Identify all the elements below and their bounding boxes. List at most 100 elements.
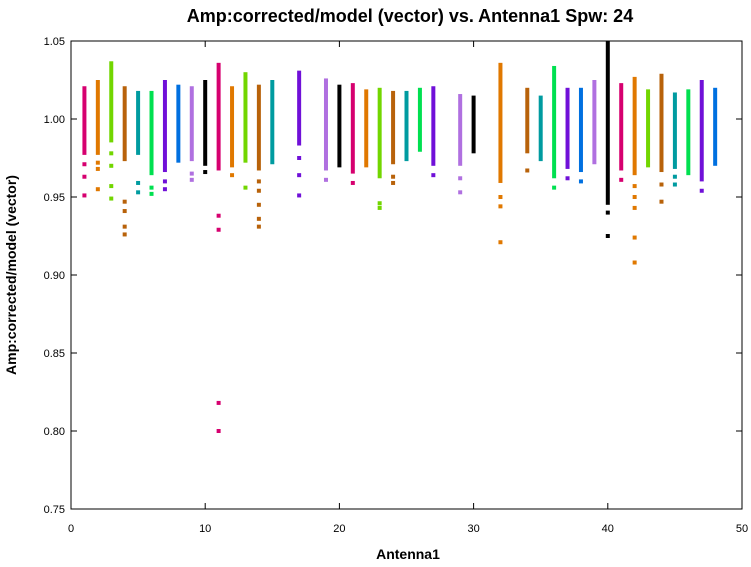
- antenna-11-series: [216, 62, 221, 433]
- data-point-cluster: [619, 83, 624, 171]
- data-point: [632, 195, 637, 199]
- data-point-cluster: [364, 89, 369, 168]
- data-point: [297, 193, 302, 198]
- data-point: [82, 174, 87, 179]
- antenna-37-series: [565, 87, 570, 181]
- data-point: [391, 180, 396, 185]
- antenna-23-series: [377, 87, 382, 210]
- antenna-36-series: [552, 65, 557, 190]
- antenna-17-series: [297, 70, 302, 198]
- data-point: [189, 177, 194, 182]
- data-point: [109, 151, 114, 156]
- data-point-cluster: [82, 86, 87, 155]
- antenna-46-series: [686, 89, 691, 176]
- data-point-cluster: [404, 90, 409, 162]
- data-point: [149, 191, 154, 196]
- data-point: [162, 179, 167, 184]
- data-point-cluster: [659, 73, 664, 173]
- data-point-cluster: [471, 95, 476, 154]
- data-point: [672, 174, 677, 179]
- data-point-cluster: [552, 65, 557, 179]
- x-tick-label: 20: [333, 523, 345, 535]
- data-point: [243, 185, 248, 190]
- antenna-21-series: [350, 83, 355, 185]
- y-tick-label: 1.05: [44, 36, 65, 48]
- data-point-cluster: [417, 87, 422, 152]
- data-point-cluster: [605, 41, 610, 205]
- antenna-35-series: [538, 95, 543, 162]
- data-point-cluster: [149, 90, 154, 176]
- data-point-cluster: [337, 84, 342, 168]
- y-tick-label: 0.80: [44, 426, 65, 438]
- antenna-6-series: [149, 90, 154, 196]
- antenna-38-series: [578, 87, 583, 184]
- data-point-cluster: [216, 62, 221, 171]
- data-point: [109, 196, 114, 201]
- antenna-25-series: [404, 90, 409, 162]
- antenna-48-series: [713, 87, 718, 166]
- data-point: [216, 213, 221, 218]
- data-point: [323, 177, 328, 182]
- data-point: [82, 193, 87, 198]
- data-point: [82, 162, 87, 167]
- data-point: [109, 184, 114, 189]
- data-point: [256, 224, 261, 229]
- data-point-cluster: [498, 62, 503, 183]
- data-point-cluster: [686, 89, 691, 176]
- data-point: [256, 216, 261, 221]
- antenna-30-series: [471, 95, 476, 154]
- y-tick-label: 0.85: [44, 348, 65, 360]
- data-point: [216, 429, 221, 433]
- data-point-cluster: [565, 87, 570, 169]
- data-point-cluster: [538, 95, 543, 162]
- data-point: [565, 176, 570, 181]
- antenna-27-series: [431, 86, 436, 178]
- data-point-cluster: [243, 72, 248, 163]
- antenna-1-series: [82, 86, 87, 198]
- antenna-24-series: [391, 90, 396, 185]
- data-point: [605, 234, 610, 238]
- antenna-12-series: [230, 86, 235, 178]
- antenna-19-series: [323, 78, 328, 182]
- antenna-22-series: [364, 89, 369, 168]
- data-point: [659, 199, 664, 204]
- antenna-43-series: [646, 89, 651, 168]
- data-point-cluster: [646, 89, 651, 168]
- data-point-cluster: [230, 86, 235, 168]
- antenna-47-series: [699, 80, 704, 193]
- data-point: [189, 171, 194, 176]
- data-point-cluster: [162, 80, 167, 173]
- x-axis-title: Antenna1: [376, 546, 440, 562]
- antenna-44-series: [659, 73, 664, 204]
- data-point: [203, 170, 208, 175]
- data-point-cluster: [592, 80, 597, 165]
- data-point-cluster: [672, 92, 677, 169]
- x-tick-label: 0: [68, 523, 74, 535]
- data-point-cluster: [458, 94, 463, 166]
- antenna-26-series: [417, 87, 422, 152]
- data-point: [632, 205, 637, 210]
- antenna-41-series: [619, 83, 624, 182]
- antenna-29-series: [458, 94, 463, 195]
- data-point: [256, 179, 261, 184]
- data-point-cluster: [350, 83, 355, 174]
- data-point-cluster: [176, 84, 181, 163]
- data-point-cluster: [203, 80, 208, 166]
- data-point: [256, 188, 261, 193]
- data-point-cluster: [713, 87, 718, 166]
- antenna-2-series: [95, 80, 100, 192]
- data-point: [632, 235, 637, 240]
- x-tick-label: 30: [467, 523, 479, 535]
- antenna-32-series: [498, 62, 503, 245]
- data-point: [216, 227, 221, 232]
- data-point-cluster: [525, 87, 530, 154]
- y-tick-label: 1.00: [44, 114, 65, 126]
- data-point-cluster: [109, 61, 114, 143]
- data-point: [632, 184, 637, 189]
- antenna-39-series: [592, 80, 597, 165]
- data-point: [699, 188, 704, 193]
- data-point-cluster: [323, 78, 328, 171]
- data-point-cluster: [578, 87, 583, 173]
- data-point: [431, 173, 436, 178]
- data-point-cluster: [377, 87, 382, 179]
